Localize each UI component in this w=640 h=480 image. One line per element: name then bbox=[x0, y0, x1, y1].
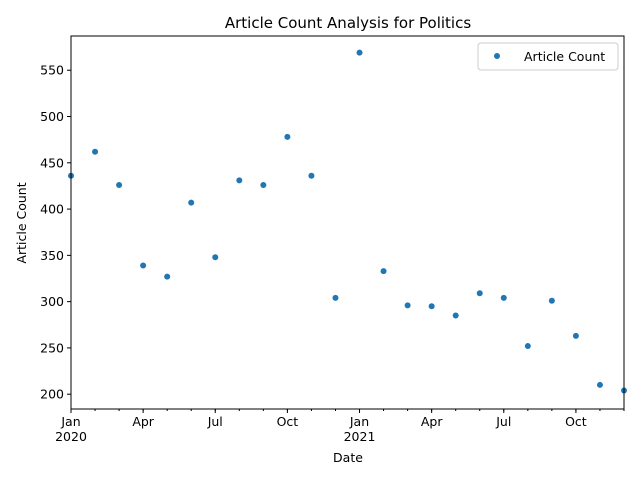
data-point bbox=[188, 199, 195, 206]
y-tick-label: 350 bbox=[40, 248, 64, 263]
y-tick-label: 550 bbox=[40, 63, 64, 78]
axes-frame bbox=[70, 35, 625, 410]
data-point bbox=[548, 297, 555, 304]
data-point bbox=[596, 381, 603, 388]
x-tick-label: Apr bbox=[132, 414, 154, 429]
data-point bbox=[260, 182, 267, 189]
data-point bbox=[212, 254, 219, 261]
x-tick-label: Apr bbox=[421, 414, 443, 429]
x-tick-label: Oct bbox=[565, 414, 587, 429]
y-tick-label: 200 bbox=[40, 387, 64, 402]
data-point bbox=[404, 302, 411, 309]
data-point bbox=[452, 312, 459, 319]
data-point bbox=[380, 268, 387, 275]
x-tick-label: Oct bbox=[277, 414, 299, 429]
legend-box bbox=[477, 42, 619, 71]
data-point bbox=[284, 133, 291, 140]
data-point bbox=[524, 343, 531, 350]
x-tick-label: Jul bbox=[495, 414, 511, 429]
y-tick-label: 250 bbox=[40, 340, 64, 355]
y-tick-label: 300 bbox=[40, 294, 64, 309]
x-tick-label: Jul bbox=[207, 414, 223, 429]
x-tick-year-label: 2021 bbox=[344, 429, 376, 444]
x-tick-year-label: 2020 bbox=[55, 429, 87, 444]
y-tick-label: 400 bbox=[40, 202, 64, 217]
data-point bbox=[356, 49, 363, 56]
data-point bbox=[116, 182, 123, 189]
x-tick-label: Jan bbox=[349, 414, 369, 429]
y-axis-label: Article Count bbox=[14, 182, 29, 263]
data-point bbox=[332, 294, 339, 301]
x-axis-label: Date bbox=[333, 450, 363, 465]
data-point bbox=[500, 294, 507, 301]
legend-label: Article Count bbox=[524, 49, 605, 64]
chart-title: Article Count Analysis for Politics bbox=[225, 14, 471, 32]
legend: Article Count bbox=[477, 42, 619, 71]
data-point bbox=[308, 172, 315, 179]
data-point bbox=[236, 177, 243, 184]
data-point bbox=[428, 303, 435, 310]
legend-marker bbox=[494, 53, 500, 59]
y-tick-label: 450 bbox=[40, 155, 64, 170]
data-point bbox=[92, 148, 99, 155]
data-point bbox=[476, 290, 483, 297]
data-point bbox=[140, 262, 147, 269]
data-point bbox=[164, 273, 171, 280]
x-tick-label: Jan bbox=[60, 414, 80, 429]
y-tick-label: 500 bbox=[40, 109, 64, 124]
data-point bbox=[572, 332, 579, 339]
